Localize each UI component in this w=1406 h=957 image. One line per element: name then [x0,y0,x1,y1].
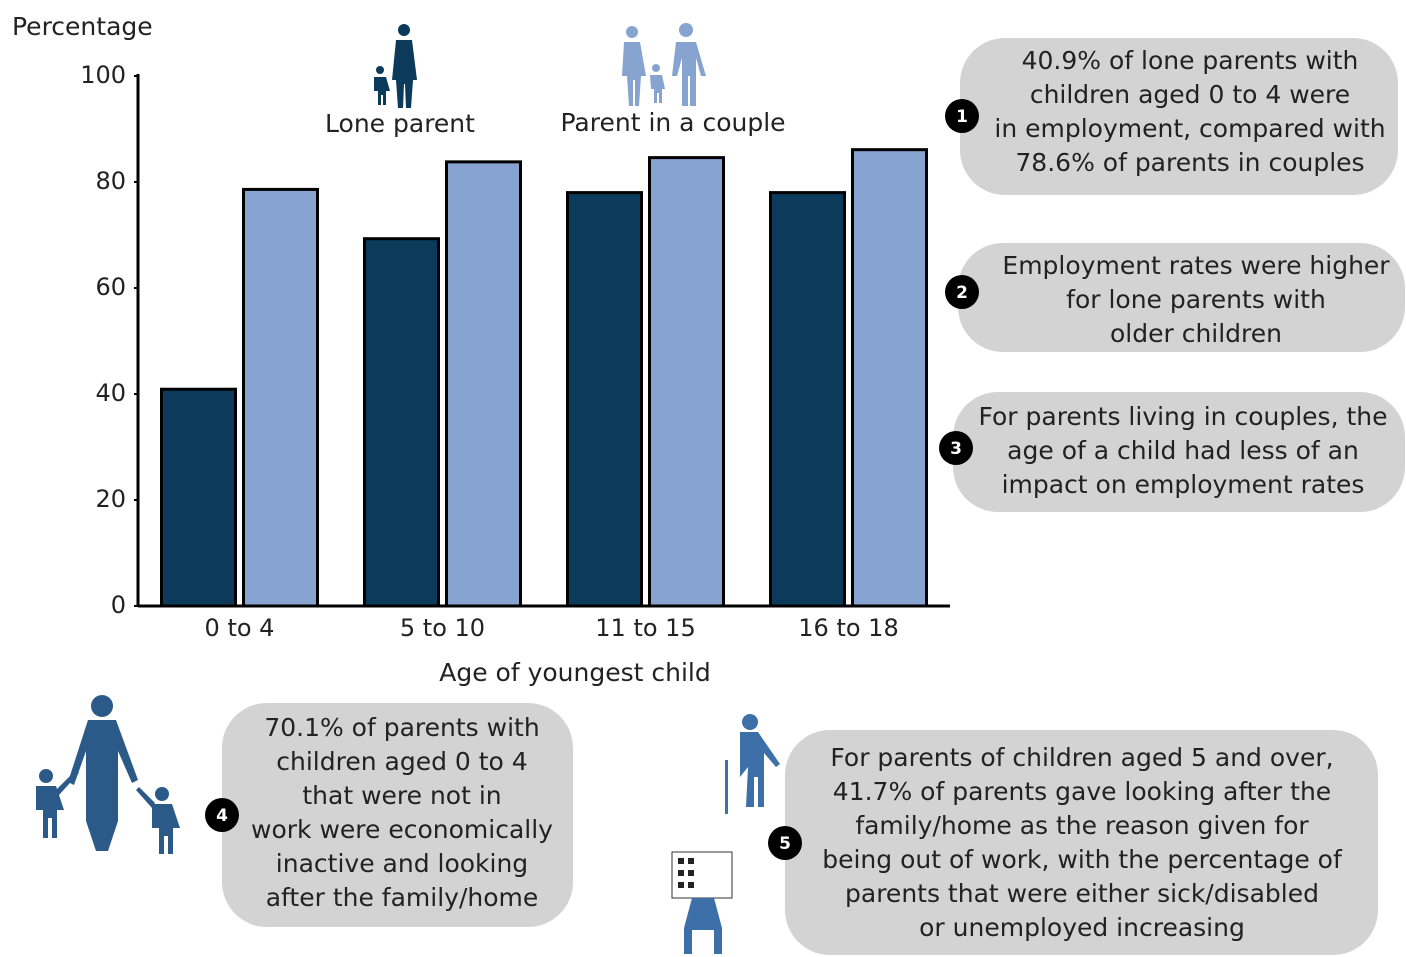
y-tick-label: 40 [95,379,126,407]
elderly-icon [725,714,780,814]
x-tick-label: 16 to 18 [798,614,898,642]
y-tick-label: 100 [80,61,126,89]
lone-parent-icon [374,24,417,108]
y-tick-label: 20 [95,485,126,513]
annotation-text: 41.7% of parents gave looking after the [833,777,1331,806]
bar [363,237,440,608]
family-icon [36,695,180,854]
bar [160,387,237,608]
annotation-text: work were economically [251,815,553,844]
jobs-sign-icon [671,851,733,954]
annotation-text: being out of work, with the percentage o… [822,845,1343,874]
annotation-number: 4 [216,806,228,826]
bar [445,160,522,608]
annotation-text: 40.9% of lone parents with [1022,46,1359,75]
annotation-text: For parents living in couples, the [979,402,1388,431]
y-tick-label: 0 [111,591,126,619]
annotation-text: older children [1110,319,1282,348]
annotation-text: inactive and looking [276,849,528,878]
annotation-badge [945,99,979,133]
annotation-number: 1 [956,107,968,127]
annotation-bubble [222,703,573,927]
couple-icon [622,23,706,106]
annotation-text: family/home as the reason given for [855,811,1309,840]
annotation-text: impact on employment rates [1002,470,1365,499]
annotation-text: or unemployed increasing [919,913,1245,942]
annotation-text: in employment, compared with [994,114,1385,143]
annotation-text: for lone parents with [1066,285,1326,314]
x-tick-label: 11 to 15 [595,614,695,642]
y-tick-label: 80 [95,167,126,195]
annotation-number: 2 [956,283,968,303]
y-axis-label: Percentage [12,12,153,41]
y-tick-label: 60 [95,273,126,301]
annotation-text: age of a child had less of an [1007,436,1359,465]
annotation-text: children aged 0 to 4 were [1030,80,1350,109]
legend-label: Lone parent [325,109,475,138]
annotation-text: parents that were either sick/disabled [845,879,1319,908]
legend-label: Parent in a couple [560,108,785,137]
x-tick-label: 0 to 4 [205,614,275,642]
annotation-badge [205,798,239,832]
annotation-bubble [953,392,1405,512]
annotation-text: that were not in [302,781,501,810]
x-tick-label: 5 to 10 [400,614,485,642]
bar [851,148,928,608]
bar [769,191,846,608]
annotation-number: 5 [779,834,791,854]
bar [648,156,725,608]
annotation-bubble [960,38,1398,195]
annotation-badge [939,431,973,465]
annotation-text: For parents of children aged 5 and over, [830,743,1333,772]
annotation-badge [768,826,802,860]
annotation-bubble [958,243,1405,352]
bar [242,187,319,608]
bar [566,191,643,608]
annotation-bubble [785,730,1378,955]
annotation-number: 3 [950,439,962,459]
annotation-text: Employment rates were higher [1002,251,1390,280]
annotation-badge [945,275,979,309]
annotation-text: children aged 0 to 4 [276,747,527,776]
annotation-text: after the family/home [266,883,539,912]
x-axis-label: Age of youngest child [439,658,711,687]
annotation-text: 70.1% of parents with [264,713,539,742]
annotation-text: 78.6% of parents in couples [1015,148,1364,177]
